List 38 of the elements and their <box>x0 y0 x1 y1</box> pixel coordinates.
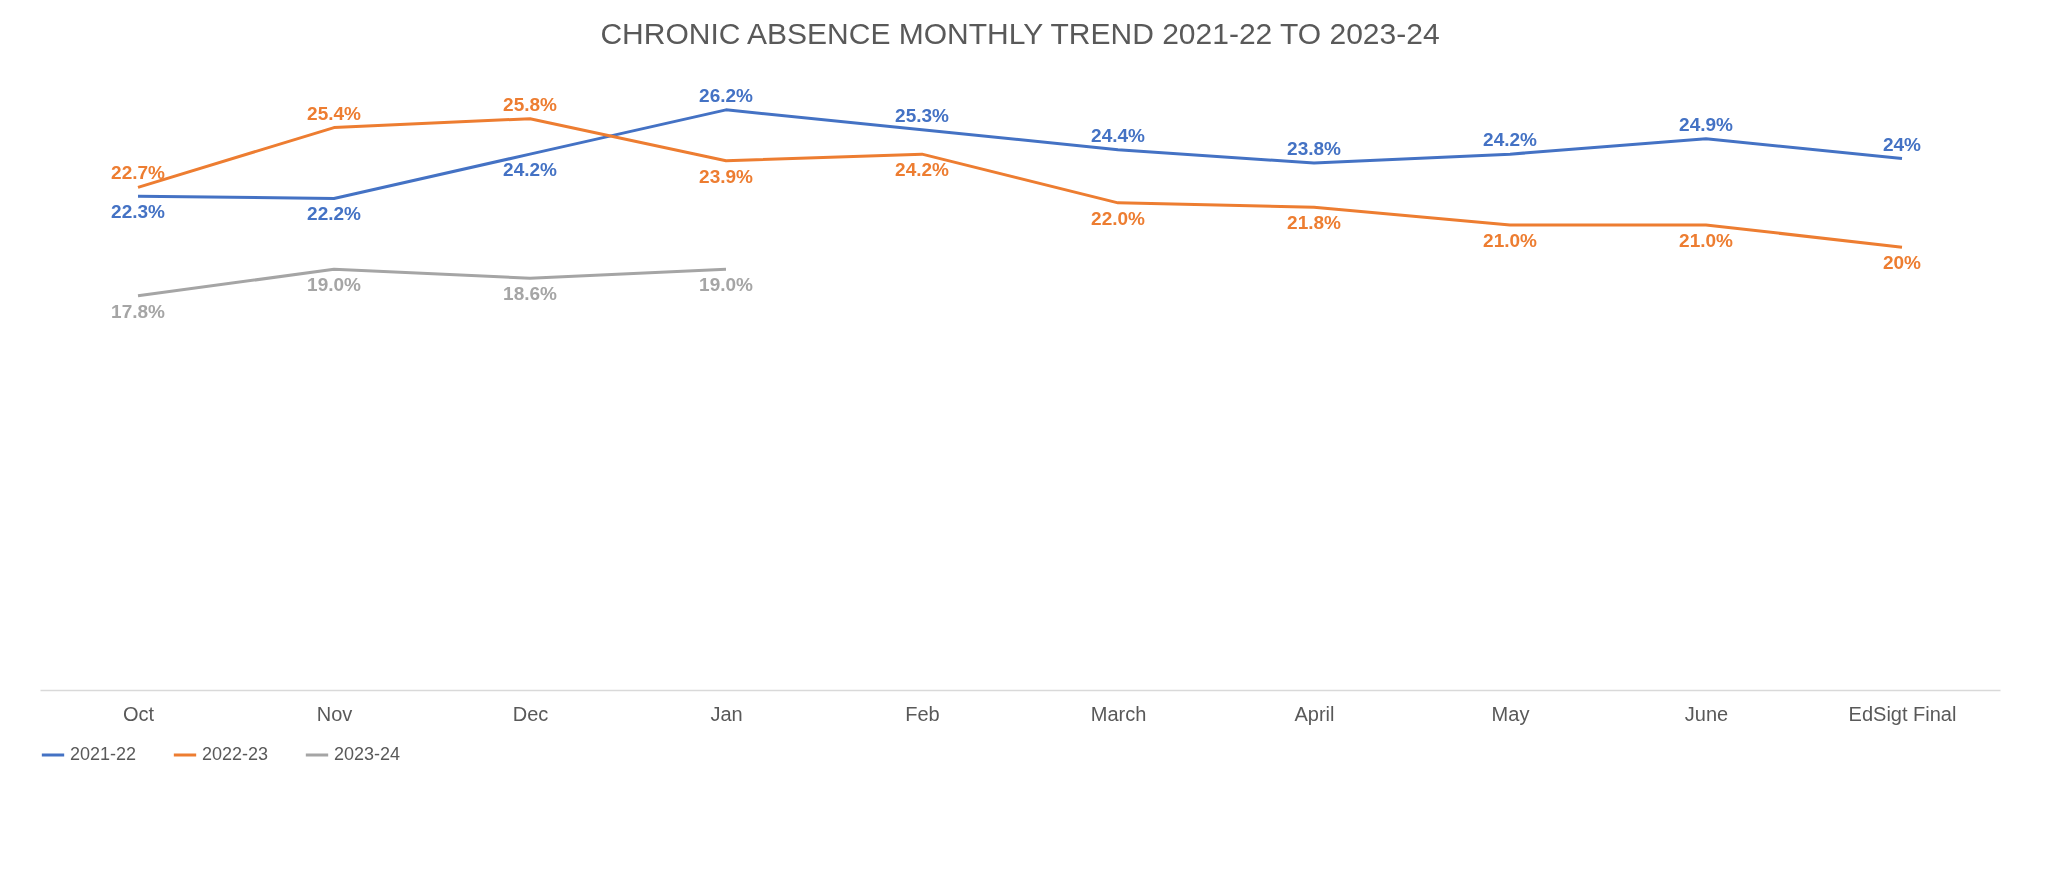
x-tick-label: Oct <box>122 702 155 725</box>
data-label: 20% <box>1882 252 1922 274</box>
data-label: 18.6% <box>503 283 558 305</box>
legend-label: 2022-23 <box>202 744 269 764</box>
data-label: 24.4% <box>1091 124 1146 146</box>
data-label: 25.8% <box>503 93 558 115</box>
data-label: 21.0% <box>1679 230 1734 251</box>
data-label: 24.2% <box>503 159 558 181</box>
data-label: 22.0% <box>1091 207 1146 229</box>
x-tick-label: March <box>1090 702 1147 725</box>
data-label: 22.2% <box>307 203 362 225</box>
data-label: 19.0% <box>699 274 754 296</box>
data-label: 19.0% <box>307 274 362 296</box>
legend-label: 2021-22 <box>70 744 137 764</box>
legend-label: 2023-24 <box>334 744 401 764</box>
data-label: 21.0% <box>1483 230 1538 251</box>
data-label: 17.8% <box>111 300 166 322</box>
data-label: 25.3% <box>895 104 950 126</box>
data-label: 22.3% <box>111 201 166 223</box>
data-label: 24.9% <box>1679 113 1734 135</box>
chart-title: CHRONIC ABSENCE MONTHLY TREND 2021-22 TO 2023-24 <box>600 17 1440 50</box>
data-label: 25.4% <box>307 102 362 124</box>
x-tick-label: April <box>1294 702 1335 725</box>
data-label: 22.7% <box>111 162 166 184</box>
x-tick-label: June <box>1684 702 1729 725</box>
x-tick-label: Feb <box>905 702 940 725</box>
data-label: 24.2% <box>1483 129 1538 151</box>
data-label: 26.2% <box>699 84 754 106</box>
x-tick-label: Jan <box>710 702 743 725</box>
data-label: 24.2% <box>895 159 950 181</box>
x-tick-label: May <box>1491 702 1530 725</box>
x-tick-label: EdSigt Final <box>1848 702 1957 725</box>
data-label: 24% <box>1882 133 1922 155</box>
data-label: 23.8% <box>1287 138 1342 159</box>
x-tick-label: Nov <box>316 702 353 725</box>
x-tick-label: Dec <box>512 702 549 725</box>
data-label: 21.8% <box>1287 212 1342 234</box>
data-label: 23.9% <box>699 165 754 187</box>
